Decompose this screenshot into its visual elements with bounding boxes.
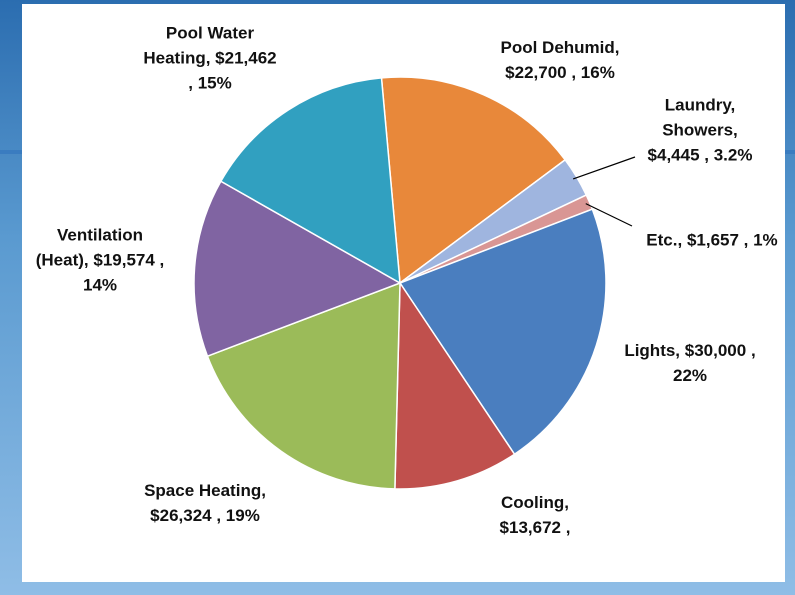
slice-name: Pool Dehumid, [500,38,620,57]
slice-name: Etc., [646,230,683,250]
leader-line [585,203,633,227]
slice-value: $13,672 , [499,518,571,537]
slice-name: Pool Water Heating, [143,23,255,68]
slice-value: $4,445 , 3.2% [647,145,753,165]
slice-label: Etc., $1,657 , 1% [637,228,787,253]
slice-name: Laundry, Showers, [662,95,738,140]
pie-slice [380,76,567,285]
pie-slice [394,280,516,490]
slice-label: Pool Dehumid, $22,700 , 16% [485,35,635,85]
slice-label: Cooling, $13,672 , [475,490,595,540]
slice-name: Lights, [624,341,681,360]
pie-slice [193,180,402,358]
slice-label: Laundry, Showers, $4,445 , 3.2% [635,93,765,168]
pie-slice [219,77,401,285]
slice-value: $30,000 , 22% [672,341,756,385]
leader-line [572,156,636,180]
slice-name: Space Heating, [144,481,266,500]
slice-name: Ventilation (Heat), [35,225,143,270]
slice-value: $26,324 , 19% [150,506,260,525]
slice-label: Space Heating, $26,324 , 19% [135,478,275,528]
slice-label: Pool Water Heating, $21,462 , 15% [140,21,280,96]
slice-label: Ventilation (Heat), $19,574 , 14% [30,223,170,298]
slice-value: $1,657 , 1% [686,230,778,250]
pie-slice [398,208,607,456]
slice-name: Cooling, [501,493,569,512]
slice-label: Lights, $30,000 , 22% [605,338,775,388]
slice-value: $19,574 , 14% [82,250,165,295]
slice-value: $21,462 , 15% [188,48,277,93]
slice-value: $22,700 , 16% [505,63,615,82]
pie-slice [206,281,401,490]
